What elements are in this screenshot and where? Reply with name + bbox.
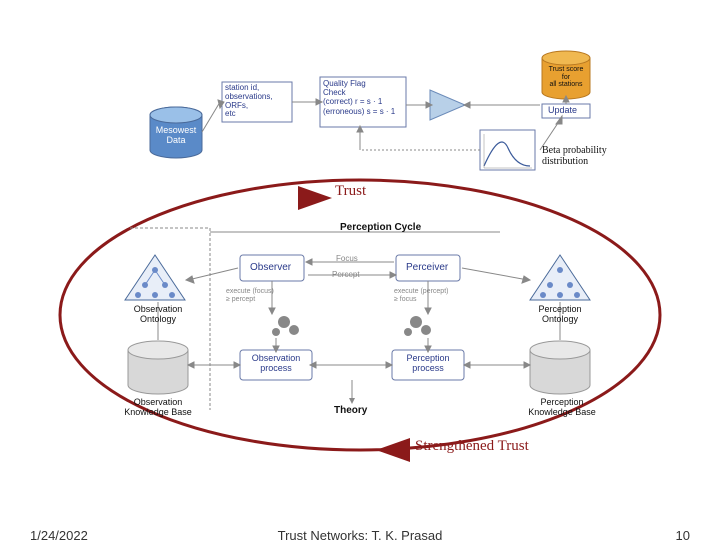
strengthened-arrow [376,438,410,462]
obs-ontology-text: Observation Ontology [128,305,188,325]
exec-percept-text: execute (percept) ≥ focus [394,288,448,303]
station-box-text: station id, observations, ORFs, etc [225,84,289,119]
obs-process-text: Observation process [244,354,308,374]
gears-right-icon [404,316,431,336]
beta-box-shape [480,130,535,170]
percept-text: Percept [332,270,360,279]
perc-ontology-text: Perception Ontology [532,305,588,325]
trust-score-text: Trust score for all stations [544,66,588,89]
obs-ontology-triangle-icon [125,255,185,300]
beta-label: Beta probability distribution [542,145,632,167]
exec-focus-text: execute (focus) ≥ percept [226,288,274,303]
focus-text: Focus [336,254,358,263]
perc-process-text: Perception process [396,354,460,374]
observer-text: Observer [250,262,291,273]
footer-page: 10 [676,528,690,543]
obs-kb-cylinder-icon [128,341,188,394]
strengthened-label: Strengthened Trust [415,438,529,455]
trust-label: Trust [335,183,366,200]
perceiver-text: Perceiver [406,262,448,273]
perc-ontology-triangle-icon [530,255,590,300]
obs-kb-text: Observation Knowledge Base [118,398,198,418]
theory-text: Theory [334,405,367,416]
perception-cycle-label: Perception Cycle [340,222,421,233]
mesowest-text: Mesowest Data [153,125,199,145]
perc-kb-text: Perception Knowledge Base [522,398,602,418]
quality-box-text: Quality Flag Check (correct) r = s · 1 (… [323,79,403,116]
beta-curve-icon [484,142,530,166]
trust-arrow [298,186,332,210]
gears-left-icon [272,316,299,336]
footer-title: Trust Networks: T. K. Prasad [0,528,720,543]
amplifier-icon [430,90,465,120]
update-text: Update [548,105,577,115]
perc-kb-cylinder-icon [530,341,590,394]
